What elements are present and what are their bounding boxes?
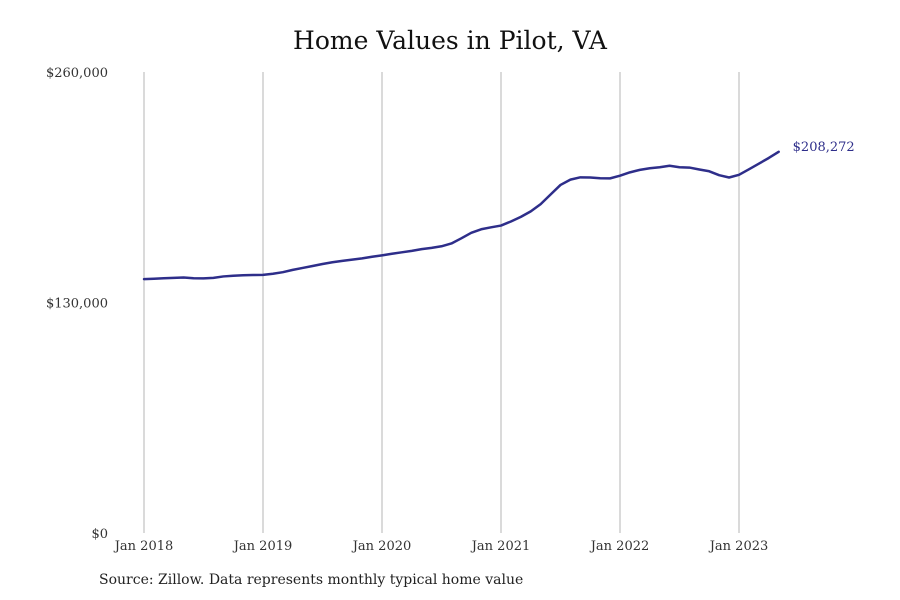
- x-tick-label: Jan 2022: [589, 539, 650, 554]
- chart-title: Home Values in Pilot, VA: [293, 26, 607, 55]
- y-tick-label: $130,000: [46, 297, 108, 312]
- y-tick-label: $260,000: [46, 66, 108, 81]
- x-tick-label: Jan 2020: [351, 539, 412, 554]
- series-line: [142, 150, 780, 281]
- x-tick-label: Jan 2019: [232, 539, 293, 554]
- grid-lines: [143, 72, 740, 533]
- x-axis-ticks: Jan 2018 Jan 2019 Jan 2020 Jan 2021 Jan 2022…: [113, 539, 769, 554]
- source-note: Source: Zillow. Data represents monthly …: [99, 572, 524, 588]
- y-tick-label: $0: [91, 527, 108, 542]
- x-tick-label: Jan 2018: [113, 539, 174, 554]
- x-tick-label: Jan 2023: [708, 539, 769, 554]
- y-axis-ticks: $0 $130,000 $260,000: [46, 66, 108, 542]
- x-tick-label: Jan 2021: [470, 539, 531, 554]
- end-value-label: $208,272: [793, 140, 855, 155]
